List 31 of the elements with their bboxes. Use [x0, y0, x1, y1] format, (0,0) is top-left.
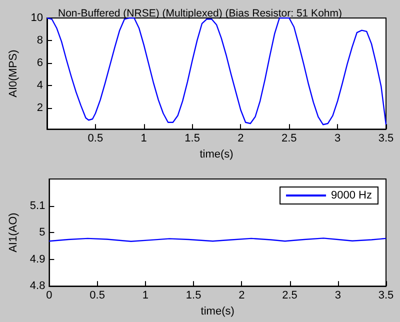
x-tick-label: 3 [334, 132, 341, 145]
x-tick-label: 1.5 [186, 290, 202, 302]
x-tick-label: 0 [46, 290, 52, 302]
x-tick-label: 0.5 [90, 290, 105, 302]
x-axis-title: time(s) [200, 148, 234, 160]
legend-label: 9000 Hz [331, 190, 372, 202]
x-tick-label: 2 [238, 132, 244, 145]
y-axis-title: AI1(AO) [8, 212, 20, 252]
chart-title: Non-Buffered (NRSE) (Multiplexed) (Bias Resistor: 51 Kohm) [58, 8, 342, 20]
x-tick-label: 1.5 [184, 132, 200, 145]
x-tick-label: 3.5 [378, 290, 394, 302]
y-tick-label: 5 [39, 226, 46, 239]
x-tick-label: 2 [238, 290, 245, 302]
y-tick-label: 10 [30, 12, 43, 24]
x-tick-label: 3 [334, 290, 341, 302]
y-tick-label: 6 [36, 56, 43, 69]
y-tick-label: 8 [36, 34, 43, 46]
line-series [46, 17, 387, 126]
x-tick-label: 2.5 [281, 132, 297, 145]
y-axis-title: AI0(MPS) [8, 50, 20, 98]
x-tick-label: 2.5 [282, 290, 298, 302]
x-axis-title: time(s) [200, 306, 234, 318]
y-tick-label: 4 [36, 79, 43, 92]
x-tick-label: 3.5 [378, 132, 394, 145]
y-tick-label: 2 [36, 102, 43, 114]
y-tick-label: 4.9 [30, 253, 46, 266]
y-tick-label: 4.8 [30, 280, 46, 292]
x-tick-label: 1 [142, 290, 148, 302]
x-tick-label: 1 [140, 132, 147, 145]
y-tick-label: 5.1 [30, 200, 46, 212]
x-tick-label: 0.5 [88, 132, 104, 145]
